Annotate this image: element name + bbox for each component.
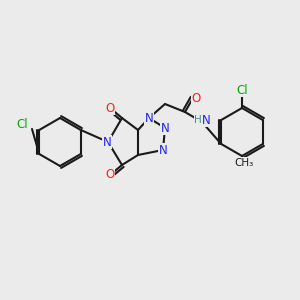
- Text: N: N: [103, 136, 111, 148]
- Text: O: O: [105, 101, 115, 115]
- Text: Cl: Cl: [16, 118, 28, 130]
- Text: O: O: [191, 92, 201, 104]
- Text: CH₃: CH₃: [234, 158, 254, 168]
- Text: N: N: [160, 122, 169, 134]
- Text: N: N: [159, 143, 167, 157]
- Text: N: N: [202, 113, 210, 127]
- Text: O: O: [105, 169, 115, 182]
- Text: Cl: Cl: [236, 83, 248, 97]
- Text: H: H: [194, 115, 202, 125]
- Text: N: N: [145, 112, 153, 124]
